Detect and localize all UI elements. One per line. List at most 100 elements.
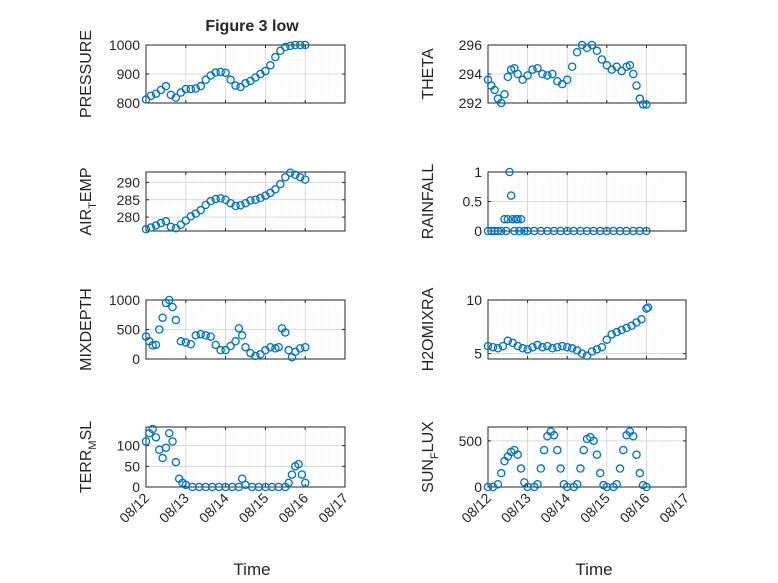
data-point bbox=[241, 342, 250, 352]
data-point bbox=[171, 93, 181, 103]
data-point bbox=[186, 84, 196, 94]
y-tick-label: 292 bbox=[459, 95, 483, 111]
data-point bbox=[602, 335, 612, 344]
data-point bbox=[196, 81, 205, 91]
data-point bbox=[577, 349, 587, 358]
data-point bbox=[237, 331, 247, 340]
y-tick-label: 290 bbox=[117, 174, 141, 190]
data-point bbox=[156, 218, 166, 228]
x-tick-label: 08/17 bbox=[315, 490, 351, 526]
data-point bbox=[493, 226, 503, 236]
data-point bbox=[146, 223, 156, 232]
data-point bbox=[236, 82, 245, 92]
series-markers bbox=[141, 424, 310, 492]
x-tick-label: 08/16 bbox=[616, 490, 652, 526]
data-point bbox=[579, 445, 588, 455]
data-point bbox=[597, 342, 607, 352]
data-point bbox=[632, 81, 641, 90]
data-point bbox=[496, 226, 506, 236]
data-point bbox=[251, 195, 260, 205]
x-tick-label: 08/13 bbox=[498, 490, 534, 526]
data-point bbox=[523, 71, 532, 80]
data-point bbox=[642, 226, 651, 236]
data-point bbox=[642, 304, 651, 313]
data-point bbox=[553, 342, 562, 352]
data-point bbox=[206, 332, 215, 341]
series-markers bbox=[141, 295, 310, 362]
data-point bbox=[637, 315, 646, 324]
subplot-rainfall: 0 0.5 1 RAINFALL bbox=[420, 164, 687, 239]
data-point bbox=[602, 61, 612, 70]
y-tick-label: 500 bbox=[117, 322, 141, 338]
data-point bbox=[151, 340, 161, 350]
subplot-theta: 292 294 296 THETA bbox=[420, 37, 687, 111]
data-point bbox=[251, 351, 260, 361]
data-point bbox=[290, 40, 300, 50]
data-point bbox=[513, 69, 522, 79]
data-point bbox=[181, 338, 191, 347]
x-tick-label: 08/12 bbox=[116, 490, 152, 526]
data-point bbox=[612, 479, 621, 489]
data-point bbox=[294, 459, 303, 469]
series-markers bbox=[483, 303, 653, 361]
data-point bbox=[558, 79, 567, 89]
data-point bbox=[201, 75, 210, 85]
data-point bbox=[276, 179, 285, 189]
x-tick-label: 08/13 bbox=[156, 490, 192, 526]
data-point bbox=[625, 61, 635, 70]
series-markers bbox=[483, 40, 651, 109]
data-point bbox=[295, 344, 305, 353]
data-point bbox=[615, 464, 625, 473]
data-point bbox=[501, 226, 511, 236]
data-point bbox=[286, 168, 295, 177]
data-point bbox=[483, 482, 493, 492]
data-point bbox=[538, 69, 547, 79]
subplot-mixdepth: 0 500 1000 MIXDEPTH bbox=[78, 288, 346, 371]
x-tick-label: 08/12 bbox=[458, 490, 494, 526]
data-point bbox=[281, 172, 290, 182]
data-point bbox=[553, 445, 562, 455]
major-grid bbox=[488, 172, 686, 231]
series-markers bbox=[141, 168, 310, 234]
data-point bbox=[488, 342, 498, 352]
data-point bbox=[300, 175, 310, 184]
data-point bbox=[196, 205, 205, 215]
data-point bbox=[241, 79, 250, 88]
data-point bbox=[587, 347, 597, 356]
data-point bbox=[628, 69, 638, 79]
data-point bbox=[176, 337, 186, 346]
data-point bbox=[164, 428, 174, 438]
data-point bbox=[518, 75, 527, 85]
data-point bbox=[592, 450, 602, 459]
data-point bbox=[148, 341, 157, 350]
data-point bbox=[266, 342, 275, 352]
data-point bbox=[191, 84, 200, 93]
data-point bbox=[622, 323, 631, 333]
data-point bbox=[496, 98, 506, 108]
data-point bbox=[196, 329, 205, 339]
x-tick-label: 08/17 bbox=[656, 490, 692, 526]
data-point bbox=[231, 337, 240, 346]
data-point bbox=[642, 100, 651, 109]
y-tick-label: 500 bbox=[459, 433, 483, 449]
y-tick-label: 0 bbox=[474, 223, 482, 239]
y-tick-label: 280 bbox=[117, 209, 141, 225]
data-point bbox=[505, 167, 514, 177]
data-point bbox=[508, 214, 517, 224]
data-point bbox=[155, 325, 164, 334]
data-point bbox=[151, 221, 161, 230]
y-axis-label: TERRMSL bbox=[78, 421, 99, 493]
data-point bbox=[295, 172, 305, 182]
y-axis-label: H2OMIXRA bbox=[420, 287, 437, 371]
subplot-pressure: 800 900 1000 PRESSURE bbox=[78, 30, 346, 118]
data-point bbox=[503, 336, 513, 346]
data-point bbox=[513, 214, 522, 224]
data-point bbox=[533, 479, 542, 489]
data-point bbox=[572, 48, 582, 57]
data-point bbox=[592, 345, 602, 354]
data-point bbox=[582, 351, 592, 361]
data-point bbox=[617, 325, 626, 335]
data-point bbox=[158, 453, 167, 463]
data-point bbox=[166, 222, 176, 232]
